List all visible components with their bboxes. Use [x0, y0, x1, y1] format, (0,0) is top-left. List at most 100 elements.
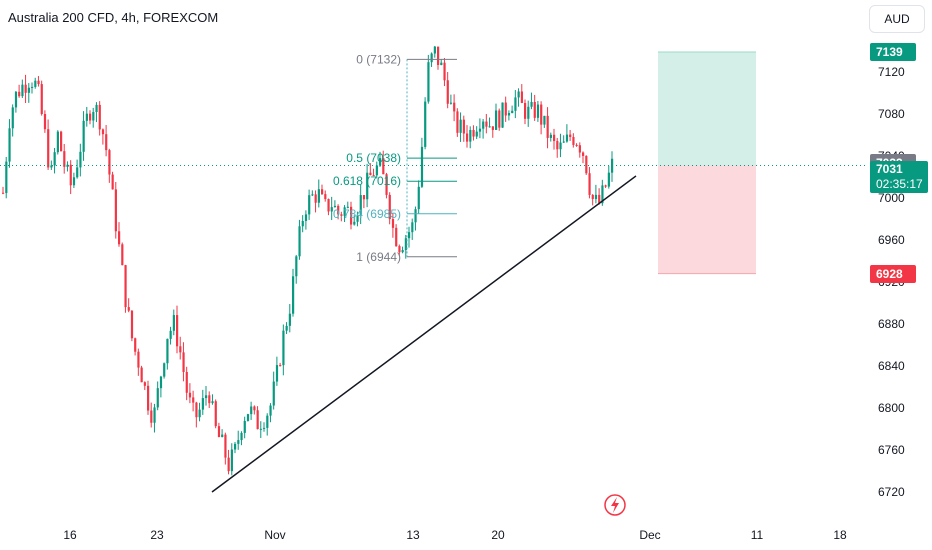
- candle-body: [379, 158, 382, 166]
- candle-body: [150, 410, 153, 423]
- candle-body: [256, 410, 259, 430]
- candle-body: [424, 101, 427, 147]
- time-axis: 16 23 Nov 13 20 Dec 11 18: [63, 528, 847, 542]
- fib-retracement: 0 (7132) 0.5 (7038) 0.618 (7016) 0.784 (698…: [333, 52, 457, 264]
- candle-body: [82, 120, 85, 152]
- candle-body: [366, 172, 369, 200]
- candle-body: [530, 101, 533, 107]
- candle-body: [95, 104, 98, 113]
- candle-body: [356, 214, 359, 222]
- candle-body: [124, 265, 127, 308]
- candle-body: [56, 131, 59, 153]
- candle-body: [153, 407, 156, 423]
- target-price-tag: 7139: [870, 43, 916, 62]
- candle-body: [398, 246, 401, 253]
- candle-body: [253, 406, 256, 411]
- candle-body: [250, 406, 253, 415]
- candle-body: [317, 189, 320, 203]
- candle-body: [391, 219, 395, 228]
- candle-body: [269, 405, 272, 416]
- candle-body: [60, 131, 63, 152]
- candle-body: [453, 102, 456, 112]
- candle-body: [21, 84, 24, 97]
- candle-body: [340, 214, 343, 216]
- candle-body: [66, 164, 69, 167]
- price-tick-label: 6960: [878, 233, 905, 247]
- candle-body: [31, 86, 34, 88]
- candle-body: [337, 205, 340, 215]
- symbol-title[interactable]: Australia 200 CFD, 4h, FOREXCOM: [8, 10, 219, 25]
- candle-body: [311, 194, 314, 196]
- candle-body: [411, 222, 414, 233]
- candle-body: [98, 104, 101, 130]
- candle-body: [176, 315, 179, 347]
- candle-body: [553, 134, 556, 142]
- candle-body: [408, 232, 411, 239]
- candle-body: [414, 209, 417, 223]
- candle-body: [388, 194, 391, 220]
- candle-body: [208, 395, 211, 404]
- candle-body: [569, 134, 572, 137]
- price-tick-label: 7000: [878, 191, 905, 205]
- candle-body: [446, 80, 449, 104]
- candle-body: [501, 102, 504, 128]
- candle-body: [5, 161, 8, 193]
- candle-body: [298, 226, 301, 257]
- candle-body: [37, 80, 40, 85]
- candle-body: [8, 128, 11, 162]
- candle-body: [79, 151, 82, 168]
- candle-body: [72, 177, 76, 186]
- candle-body: [420, 146, 424, 187]
- candle-body: [263, 427, 266, 429]
- candle-body: [572, 136, 575, 145]
- candle-body: [279, 365, 282, 367]
- candle-body: [498, 110, 501, 128]
- candle-body: [18, 91, 21, 97]
- time-tick-label: 20: [491, 528, 505, 542]
- candle-body: [333, 205, 337, 208]
- stop-zone: [658, 165, 756, 274]
- currency-button[interactable]: AUD: [869, 5, 925, 33]
- candle-body: [301, 220, 304, 227]
- candle-body: [495, 110, 498, 130]
- candle-body: [185, 372, 188, 393]
- candle-body: [259, 428, 262, 430]
- price-tick-label: 7120: [878, 65, 905, 79]
- price-tick-label: 6880: [878, 317, 905, 331]
- fib-level-label: 1 (6944): [356, 250, 401, 264]
- price-tick-label: 6760: [878, 443, 905, 457]
- candle-body: [543, 115, 546, 125]
- candle-body: [327, 199, 330, 212]
- candle-body: [275, 365, 279, 382]
- candle-body: [76, 167, 79, 178]
- candle-body: [246, 414, 250, 421]
- candle-body: [578, 145, 581, 153]
- candle-body: [520, 91, 523, 103]
- candle-body: [147, 385, 150, 411]
- candle-body: [11, 107, 14, 129]
- candle-body: [198, 409, 201, 418]
- candle-body: [549, 134, 552, 138]
- candle-body: [224, 434, 227, 458]
- candle-body: [40, 84, 43, 114]
- candle-body: [404, 238, 407, 251]
- candle-body: [282, 330, 285, 366]
- candle-body: [536, 104, 540, 118]
- candle-body: [485, 121, 488, 127]
- candle-body: [43, 113, 47, 130]
- candle-body: [385, 174, 388, 195]
- candle-body: [533, 101, 536, 118]
- candle-body: [604, 185, 607, 187]
- candle-body: [456, 111, 459, 133]
- fib-level-label: 0.784 (6985): [333, 207, 401, 221]
- candle-body: [350, 206, 353, 225]
- chart-lines: [0, 164, 866, 493]
- candle-body: [324, 194, 327, 200]
- candle-body: [540, 104, 543, 125]
- candle-body: [285, 325, 288, 331]
- target-zone: [658, 52, 756, 166]
- candle-body: [211, 401, 214, 404]
- price-tick-label: 7080: [878, 107, 905, 121]
- candle-body: [443, 62, 446, 81]
